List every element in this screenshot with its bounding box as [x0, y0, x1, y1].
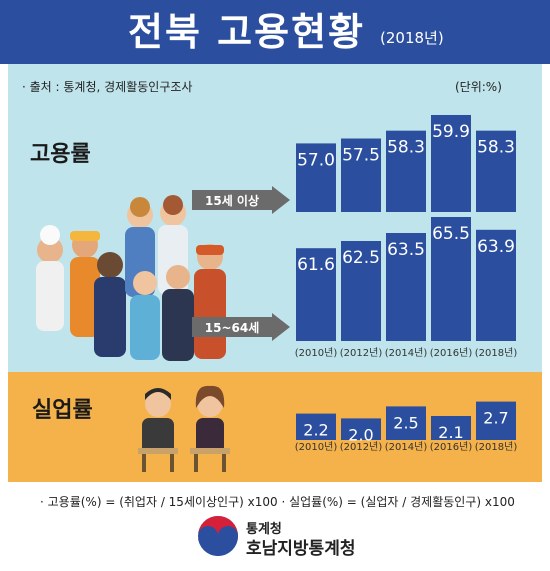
org-name-bottom: 호남지방통계청 — [246, 539, 356, 559]
category-label-0: (2010년) — [295, 347, 338, 359]
bar-4 — [476, 130, 516, 212]
category-label-2: (2014년) — [385, 347, 428, 359]
data-label-3: 59.9 — [432, 122, 470, 142]
arrow-15plus: 15세 이상 — [192, 186, 290, 214]
title-year: (2018년) — [380, 29, 444, 47]
woman-seated-icon — [190, 385, 230, 472]
category-label-3: (2016년) — [430, 347, 473, 359]
data-label-2: 58.3 — [387, 138, 425, 158]
data-label-4: 58.3 — [477, 138, 515, 158]
bar-3 — [431, 416, 471, 440]
bar-1 — [341, 138, 381, 212]
unit-note: (단위:%) — [455, 80, 502, 94]
series-label-15plus: 15세 이상 — [205, 193, 259, 208]
employment-rate-label: 고용률 — [30, 142, 91, 167]
bar-0 — [296, 413, 336, 440]
bar-1 — [341, 241, 381, 341]
bar-3 — [431, 114, 471, 212]
bar-4 — [476, 401, 516, 440]
data-label-2: 63.5 — [387, 240, 425, 260]
bar-2 — [386, 130, 426, 212]
data-label-3: 2.1 — [438, 423, 463, 442]
data-label-0: 57.0 — [297, 150, 335, 170]
series-label-15to64: 15~64세 — [205, 320, 260, 335]
formula-note: · 고용률(%) = (취업자 / 15세이상인구) x100 · 실업률(%)… — [40, 495, 515, 509]
bar-1 — [341, 418, 381, 440]
worker-figure-icon — [36, 225, 64, 331]
data-label-3: 65.5 — [432, 224, 470, 244]
org-name-top: 통계청 — [246, 522, 282, 537]
bar-2 — [386, 406, 426, 440]
data-label-4: 63.9 — [477, 237, 515, 257]
category-label-2: (2014년) — [385, 441, 428, 453]
worker-figure-icon — [94, 252, 126, 357]
category-label-3: (2016년) — [430, 441, 473, 453]
data-label-1: 57.5 — [342, 146, 380, 166]
category-label-4: (2018년) — [475, 347, 518, 359]
job-seekers-illustration — [138, 385, 230, 472]
bar-4 — [476, 229, 516, 341]
data-label-0: 2.2 — [303, 421, 328, 440]
bar-3 — [431, 217, 471, 341]
data-label-1: 62.5 — [342, 248, 380, 268]
category-label-4: (2018년) — [475, 441, 518, 453]
man-seated-icon — [138, 388, 178, 472]
statistics-korea-logo-icon — [198, 516, 238, 556]
bar-2 — [386, 233, 426, 341]
worker-figure-icon — [162, 265, 194, 361]
category-label-0: (2010년) — [295, 441, 338, 453]
data-label-0: 61.6 — [297, 255, 335, 275]
arrow-15to64: 15~64세 — [192, 313, 290, 341]
data-label-2: 2.5 — [393, 413, 418, 432]
worker-figure-icon — [70, 231, 100, 337]
bar-0 — [296, 248, 336, 341]
bar-0 — [296, 143, 336, 212]
unemployment-rate-label: 실업률 — [32, 398, 93, 423]
category-label-1: (2012년) — [340, 441, 383, 453]
source-note: · 출처 : 통계청, 경제활동인구조사 — [22, 80, 193, 94]
data-label-1: 2.0 — [348, 425, 373, 444]
header-banner: 전북 고용현황 (2018년) — [0, 0, 550, 64]
page-title: 전북 고용현황 — [128, 10, 365, 54]
worker-figure-icon — [130, 271, 160, 360]
category-label-1: (2012년) — [340, 347, 383, 359]
data-label-4: 2.7 — [483, 409, 508, 428]
